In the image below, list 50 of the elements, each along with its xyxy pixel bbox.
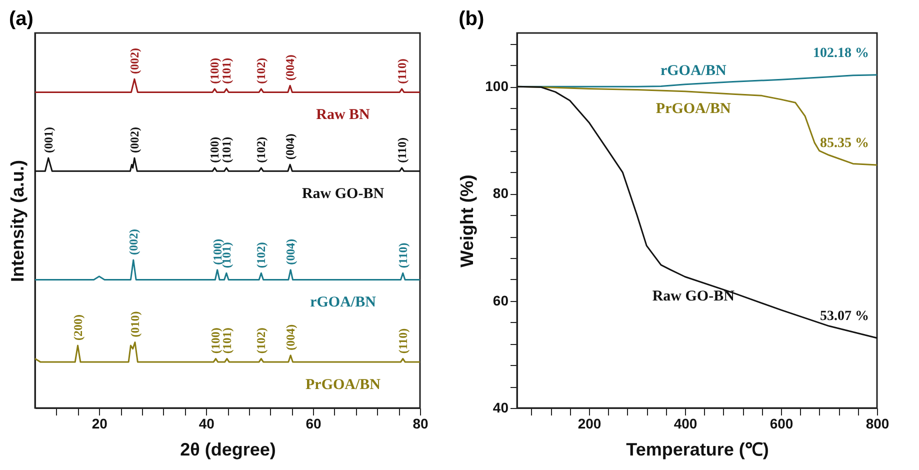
series-label: rGOA/BN: [310, 294, 376, 311]
x-tick-label: 200: [578, 416, 602, 432]
chart-title: (a): [9, 8, 34, 30]
x-tick-label: 60: [306, 416, 322, 432]
annotation: (110): [394, 138, 409, 163]
series-label: PrGOA/BN: [306, 376, 381, 393]
series-label: PrGOA/BN: [656, 100, 732, 117]
x-tick-label: 600: [770, 416, 794, 432]
annotation: (010): [128, 311, 142, 338]
line-series: [516, 86, 878, 339]
annotation: (004): [284, 238, 298, 265]
data-label: 102.18 %: [813, 46, 869, 61]
data-label: 85.35 %: [820, 136, 869, 152]
annotation: (102): [254, 242, 268, 268]
chart-title: (b): [458, 8, 484, 30]
annotation: (002): [127, 127, 142, 153]
annotation: (100): [208, 328, 223, 354]
annotation: (102): [254, 328, 268, 354]
annotation: (004): [283, 54, 298, 81]
annotation: (004): [283, 134, 298, 160]
y-tick-label: 40: [492, 400, 509, 416]
y-tick-label: 100: [485, 78, 509, 94]
annotation: (110): [396, 242, 410, 268]
annotation: (110): [394, 58, 409, 84]
x-axis-title: 2θ (degree): [180, 440, 276, 460]
data-label: 53.07 %: [820, 308, 869, 324]
annotation: (200): [70, 314, 85, 340]
annotation: (102): [254, 58, 268, 84]
annotation: (110): [396, 328, 410, 354]
annotation: (102): [254, 136, 268, 163]
annotation: (100): [208, 58, 222, 84]
x-tick-label: 400: [674, 416, 698, 432]
annotation: (001): [41, 127, 56, 153]
x-tick-label: 80: [412, 416, 428, 432]
y-axis-title: Weight (%): [457, 174, 478, 268]
x-tick-label: 40: [198, 416, 215, 432]
series-label: Raw GO-BN: [302, 186, 384, 202]
series-label: rGOA/BN: [660, 62, 726, 79]
annotation: (100): [208, 136, 222, 163]
y-axis-title: Intensity (a.u.): [8, 160, 28, 282]
annotation: (002): [126, 228, 140, 255]
x-tick-label: 20: [92, 416, 108, 432]
series-label: Raw BN: [316, 107, 370, 124]
annotation: (002): [127, 48, 142, 74]
y-tick-label: 60: [492, 292, 509, 308]
series-label: Raw GO-BN: [652, 288, 735, 305]
annotation: (004): [284, 324, 298, 350]
x-tick-label: 800: [866, 416, 890, 432]
y-tick-label: 80: [492, 185, 509, 202]
x-axis-title: Temperature (℃): [626, 440, 769, 460]
